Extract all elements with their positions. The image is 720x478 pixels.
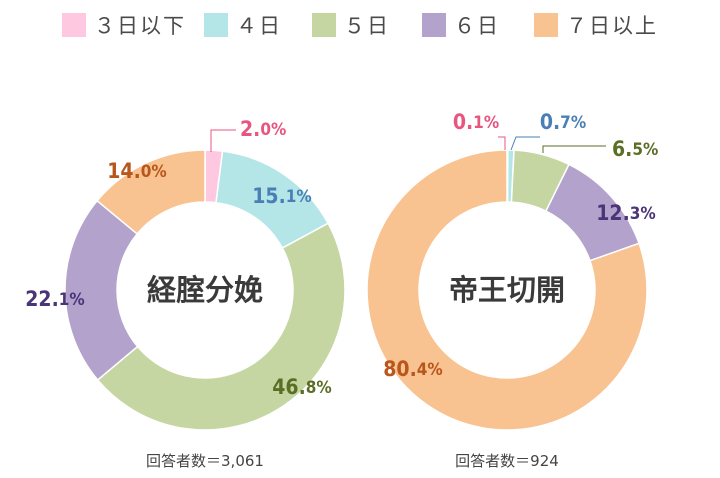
legend-label: ６日 <box>454 14 500 38</box>
data-label: 22.1% <box>25 287 84 311</box>
donut-center-label: 経腟分娩 <box>147 273 263 307</box>
data-label: 2.0% <box>240 117 286 141</box>
slice-7days-or-more <box>366 149 648 431</box>
donut-vaginal-delivery: 2.0% 15.1% 46.8% 22.1% 14.0% 経腟分娩 回答者数＝3,061 <box>25 117 346 470</box>
data-label: 6.5% <box>612 137 658 161</box>
leader-line <box>542 145 606 153</box>
leader-line <box>498 136 506 150</box>
legend-swatch <box>204 13 228 37</box>
legend-item-6days: ６日 <box>422 10 500 40</box>
data-label: 0.1% <box>453 110 499 134</box>
legend: ３日以下 ４日 ５日 ６日 ７日以上 <box>0 10 720 44</box>
legend-label: ５日 <box>344 14 390 38</box>
donut-center-label: 帝王切開 <box>449 273 565 307</box>
leader-line <box>210 129 236 152</box>
legend-item-4days: ４日 <box>204 10 282 40</box>
legend-label: ３日以下 <box>94 14 186 38</box>
legend-label: ４日 <box>236 14 282 38</box>
respondent-count: 回答者数＝3,061 <box>146 452 264 470</box>
legend-swatch <box>534 13 558 37</box>
donut-cesarean: 0.1% 0.7% 6.5% 12.3% 80.4% 帝王切開 回答者数＝924 <box>366 110 658 470</box>
slice-5days <box>96 222 346 431</box>
data-label: 12.3% <box>596 201 655 225</box>
legend-item-5days: ５日 <box>312 10 390 40</box>
legend-item-7days-or-more: ７日以上 <box>534 10 658 40</box>
data-label: 15.1% <box>252 184 311 208</box>
leader-line <box>510 136 540 151</box>
legend-swatch <box>312 13 336 37</box>
data-label: 46.8% <box>272 375 331 399</box>
respondent-count: 回答者数＝924 <box>455 452 559 470</box>
legend-item-3days-or-less: ３日以下 <box>62 10 186 40</box>
data-label: 80.4% <box>383 357 442 381</box>
legend-swatch <box>62 13 86 37</box>
legend-label: ７日以上 <box>566 14 658 38</box>
data-label: 14.0% <box>107 159 166 183</box>
legend-swatch <box>422 13 446 37</box>
data-label: 0.7% <box>540 110 586 134</box>
slice-7days-or-more <box>96 149 206 235</box>
